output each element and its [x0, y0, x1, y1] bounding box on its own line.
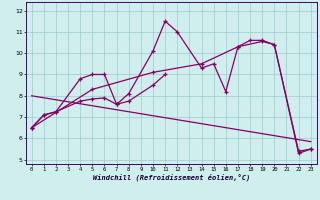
X-axis label: Windchill (Refroidissement éolien,°C): Windchill (Refroidissement éolien,°C)	[92, 174, 250, 181]
